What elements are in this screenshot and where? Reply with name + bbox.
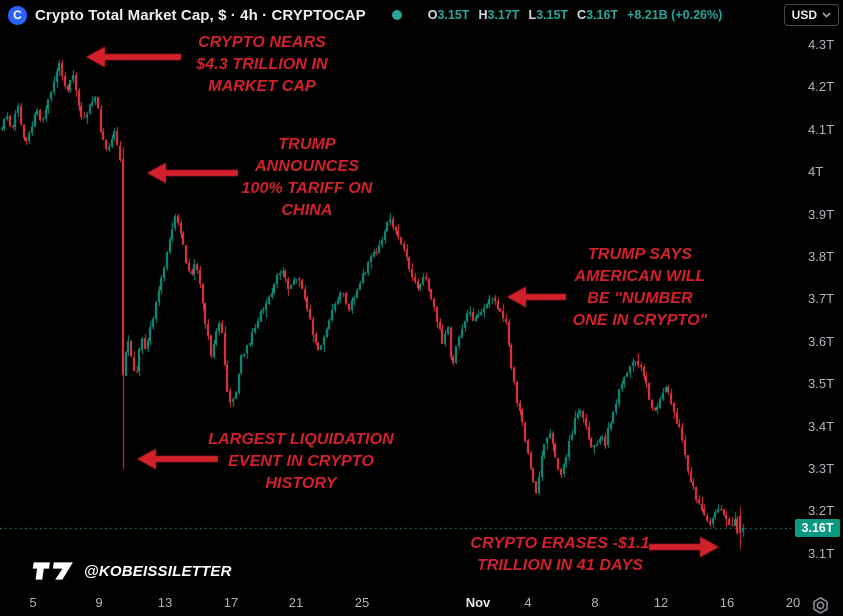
price-tick-label: 4.3T [808, 37, 835, 52]
ohlc-high: H3.17T [478, 8, 520, 22]
ohlc-readout: O3.15T H3.17T L3.15T C3.16T +8.21B (+0.2… [428, 8, 732, 22]
price-tick-label: 3.8T [808, 249, 835, 264]
price-tick-label: 3.4T [808, 418, 835, 434]
price-tick-label: 3.2T [808, 503, 835, 519]
annotation-line: MARKET CAP [208, 78, 316, 95]
attribution: @KOBEISSILETTER [30, 558, 232, 584]
currency-label: USD [791, 8, 817, 22]
time-tick-label: 17 [223, 595, 239, 610]
annotation-line: TRUMP SAYS [587, 246, 693, 263]
chevron-down-icon [822, 12, 831, 18]
time-axis[interactable]: 5 9 13 17 21 25 Nov 4 8 12 16 20 [0, 590, 843, 616]
annotation-line: TRILLION IN 41 DAYS [476, 557, 644, 574]
annotation-market-cap-peak: CRYPTO NEARS $4.3 TRILLION IN MARKET CAP [132, 32, 392, 98]
price-tick-label: 3.7T [808, 291, 835, 307]
annotation-line: CRYPTO ERASES -$1.1 [470, 535, 650, 552]
attribution-handle: @KOBEISSILETTER [84, 562, 232, 580]
annotation-line: AMERICAN WILL [574, 268, 706, 285]
time-tick-label: 9 [95, 595, 103, 610]
cryptocap-logo-icon: C [8, 5, 27, 25]
time-tick-label: 20 [785, 595, 801, 610]
time-tick-label: 13 [157, 595, 173, 610]
annotation-line: $4.3 TRILLION IN [196, 56, 328, 73]
time-tick-label: 21 [288, 595, 304, 610]
time-tick-label: 25 [354, 595, 370, 610]
annotation-line: BE "NUMBER [587, 290, 693, 307]
time-tick-label: Nov [465, 595, 491, 610]
market-status-dot-icon [391, 10, 402, 20]
axis-settings-gear-icon[interactable] [811, 596, 830, 615]
ohlc-close: C3.16T [577, 8, 619, 22]
price-tick-label: 4T [808, 164, 824, 180]
time-tick-label: 8 [591, 595, 599, 610]
time-tick-label: 4 [524, 595, 532, 610]
ohlc-low: L3.15T [528, 8, 569, 22]
annotation-tariff-announcement: TRUMP ANNOUNCES 100% TARIFF ON CHINA [177, 134, 437, 222]
annotation-largest-liquidation: LARGEST LIQUIDATION EVENT IN CRYPTO HIST… [171, 429, 431, 495]
annotation-number-one-in-crypto: TRUMP SAYS AMERICAN WILL BE "NUMBER ONE … [510, 244, 770, 332]
ohlc-open: O3.15T [427, 8, 470, 22]
time-tick-label: 12 [653, 595, 669, 610]
price-tick-label: 3.1T [808, 545, 835, 561]
current-price-badge: 3.16T [795, 519, 840, 538]
ohlc-change: +8.21B (+0.26%) [627, 8, 723, 22]
price-tick-label: 3.3T [808, 461, 835, 476]
annotation-line: CHINA [281, 202, 333, 219]
annotation-line: ONE IN CRYPTO" [572, 312, 708, 329]
price-tick-label: 4.2T [808, 79, 835, 95]
annotation-line: LARGEST LIQUIDATION [208, 431, 394, 448]
annotation-line: HISTORY [265, 475, 337, 492]
chart-title[interactable]: Crypto Total Market Cap, $ · 4h · CRYPTO… [35, 6, 366, 24]
time-tick-label: 16 [719, 595, 735, 610]
currency-selector[interactable]: USD [783, 4, 839, 26]
annotation-line: ANNOUNCES [254, 158, 360, 175]
annotation-line: EVENT IN CRYPTO [228, 453, 374, 470]
price-tick-label: 3.9T [808, 206, 835, 222]
price-tick-label: 3.6T [808, 333, 835, 349]
price-axis[interactable]: 4.3T 4.2T 4.1T 4T 3.9T 3.8T 3.7T 3.6T 3.5T 3.4T 3.… [795, 30, 843, 590]
price-tick-label: 3.5T [808, 376, 835, 392]
time-tick-label: 5 [29, 595, 37, 610]
annotation-line: CRYPTO NEARS [198, 34, 326, 51]
tradingview-logo-icon [32, 562, 73, 580]
chart-header: C Crypto Total Market Cap, $ · 4h · CRYP… [0, 0, 843, 30]
price-tick-label: 4.1T [808, 121, 835, 137]
annotation-line: TRUMP [278, 136, 336, 153]
annotation-line: 100% TARIFF ON [241, 180, 373, 197]
annotation-erases-trillion: CRYPTO ERASES -$1.1 TRILLION IN 41 DAYS [430, 533, 690, 577]
